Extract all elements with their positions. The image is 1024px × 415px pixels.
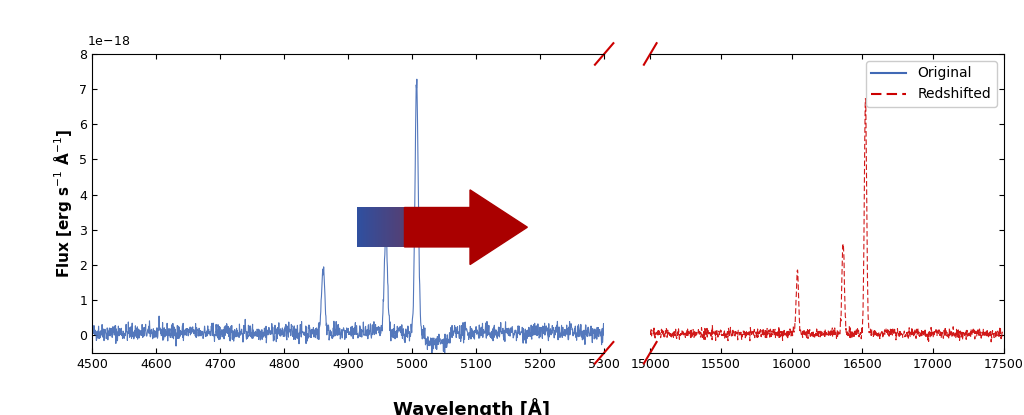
Text: Wavelength [Å]: Wavelength [Å] [392, 398, 550, 415]
FancyArrow shape [404, 190, 527, 265]
Text: $1\mathregular{e}{-18}$: $1\mathregular{e}{-18}$ [87, 35, 130, 48]
Legend: Original, Redshifted: Original, Redshifted [866, 61, 996, 107]
Y-axis label: Flux [erg s$^{-1}$ Å$^{-1}$]: Flux [erg s$^{-1}$ Å$^{-1}$] [52, 129, 74, 278]
